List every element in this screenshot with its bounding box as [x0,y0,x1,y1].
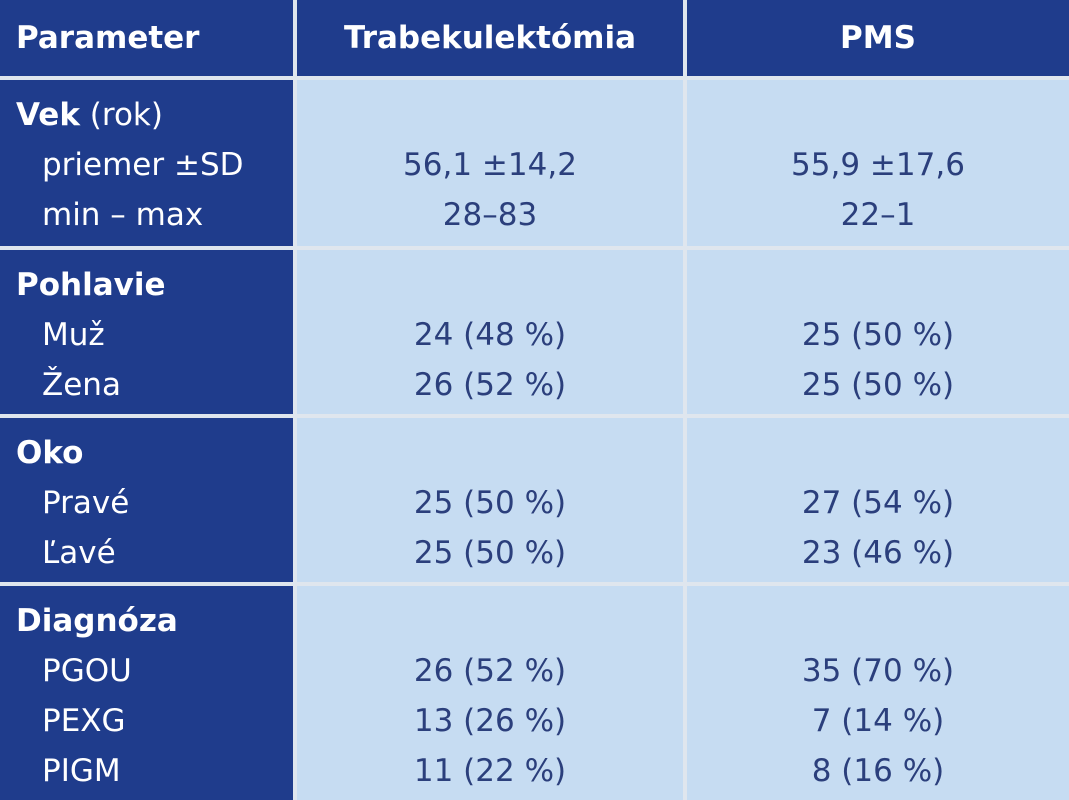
cell-value: 25 (50 %) [801,317,955,353]
cell-value: 7 (14 %) [811,703,945,739]
cell-value: 27 (54 %) [801,485,955,521]
row-label: Pravé [42,485,130,521]
cell-value: 13 (26 %) [413,703,567,739]
cell-value: 22–1 [840,197,916,233]
row-label: priemer ±SD [42,147,244,183]
group-title-text: Oko [16,435,84,471]
header-cell-text: Parameter [16,20,200,56]
cell [297,418,683,582]
cell [687,0,1069,76]
row-label: Muž [42,317,105,353]
group-title: Pohlavie [16,265,166,305]
cell [297,0,683,76]
group-title-text: Pohlavie [16,267,166,303]
row-label: PIGM [42,753,121,789]
cell-value: 28–83 [442,197,538,233]
cell [297,586,683,800]
cell [687,418,1069,582]
cell-value: 8 (16 %) [811,753,945,789]
cell-value: 11 (22 %) [413,753,567,789]
cell-value: 56,1 ±14,2 [403,147,577,183]
group-title: Oko [16,433,83,473]
header-cell-text: Trabekulektómia [343,20,637,56]
cell [687,250,1069,414]
cell-value: 24 (48 %) [413,317,567,353]
cell [0,80,293,246]
cell-value: 25 (50 %) [413,535,567,571]
cell [297,250,683,414]
cell [687,586,1069,800]
group-title-note: (rok) [89,97,163,133]
group-title: Vek (rok) [16,95,163,135]
cell [0,418,293,582]
header-cell-text: PMS [840,20,916,56]
cell-value: 55,9 ±17,6 [791,147,965,183]
cell-value: 25 (50 %) [801,367,955,403]
row-label: Žena [42,367,121,403]
row-label: PGOU [42,653,132,689]
cell-value: 26 (52 %) [413,653,567,689]
row-label: PEXG [42,703,126,739]
cell-value: 35 (70 %) [801,653,955,689]
row-label: Ľavé [42,535,116,571]
cell-value: 26 (52 %) [413,367,567,403]
row-label: min – max [42,197,204,233]
cell [0,250,293,414]
cell [0,586,293,800]
cell [0,0,293,76]
cell-value: 25 (50 %) [413,485,567,521]
group-title: Diagnóza [16,601,178,641]
group-title-text: Diagnóza [16,603,178,639]
group-title-text: Vek [16,97,80,133]
cell-value: 23 (46 %) [801,535,955,571]
cell [687,80,1069,246]
cell [297,80,683,246]
